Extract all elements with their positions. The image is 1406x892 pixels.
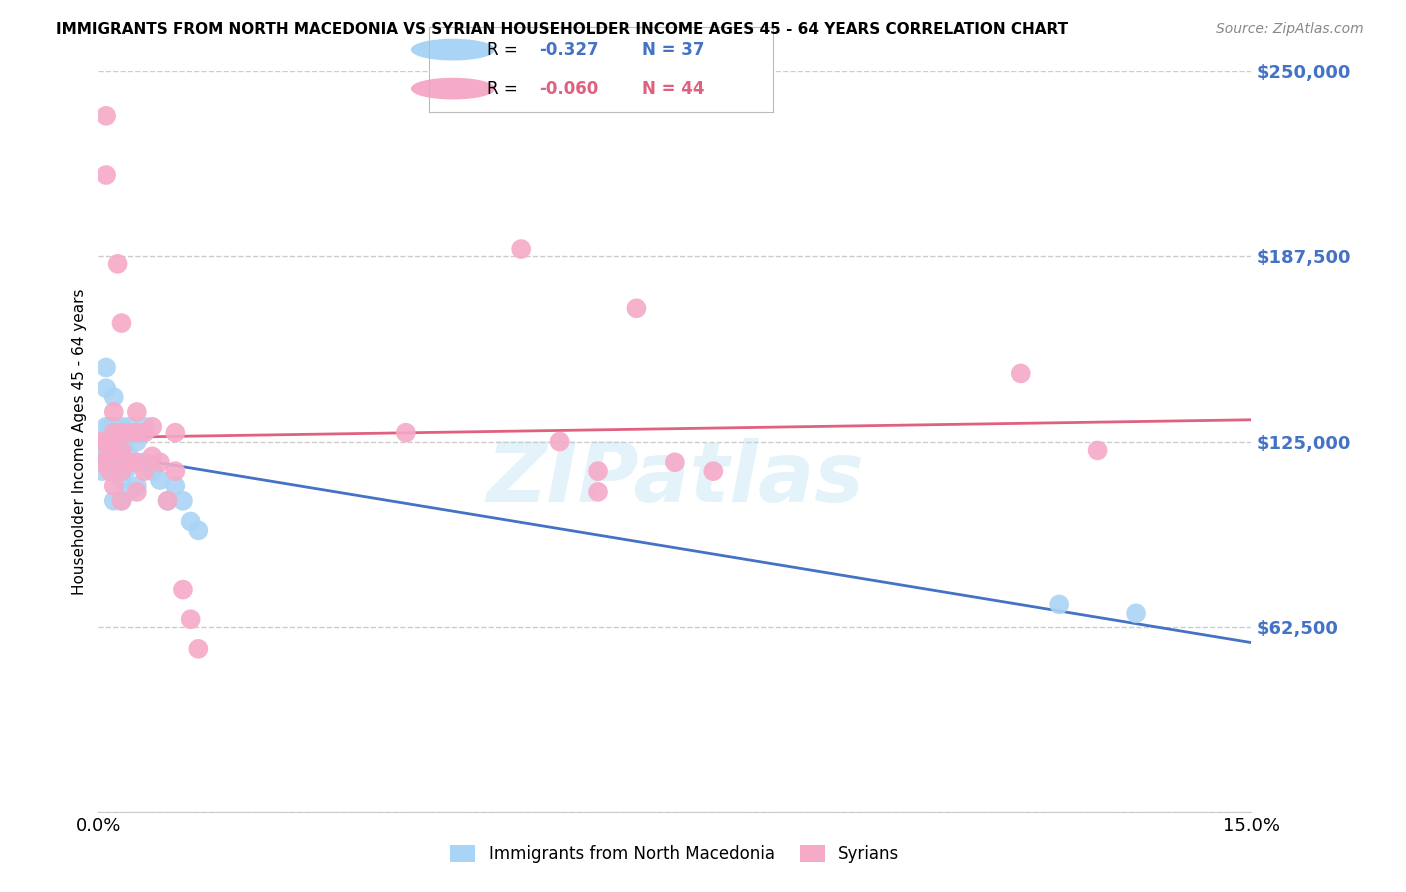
Point <box>110 473 132 487</box>
Point <box>172 493 194 508</box>
Point <box>125 425 148 440</box>
Point <box>110 493 132 508</box>
Point <box>141 419 163 434</box>
Point <box>664 455 686 469</box>
Point <box>180 612 202 626</box>
Point <box>94 360 117 375</box>
Point <box>107 257 129 271</box>
Point <box>125 405 148 419</box>
Point <box>103 419 125 434</box>
Point <box>118 450 141 464</box>
Text: N = 44: N = 44 <box>643 79 704 97</box>
Text: Source: ZipAtlas.com: Source: ZipAtlas.com <box>1216 22 1364 37</box>
Text: -0.327: -0.327 <box>538 41 599 59</box>
Point <box>91 455 114 469</box>
Point <box>149 473 172 487</box>
Point <box>103 464 125 478</box>
Point <box>94 434 117 449</box>
Point <box>165 464 187 478</box>
Point <box>134 419 156 434</box>
Point <box>510 242 533 256</box>
Point <box>134 455 156 469</box>
Point <box>110 419 132 434</box>
Point <box>114 434 136 449</box>
Point <box>110 425 132 440</box>
Point <box>1047 598 1070 612</box>
Point <box>103 434 125 449</box>
Text: ZIPatlas: ZIPatlas <box>486 438 863 519</box>
Point <box>94 450 117 464</box>
Point <box>172 582 194 597</box>
Point <box>94 381 117 395</box>
Point <box>187 641 209 656</box>
Point <box>94 168 117 182</box>
Point <box>94 419 117 434</box>
Point <box>395 425 418 440</box>
Circle shape <box>412 39 495 60</box>
Point <box>103 425 125 440</box>
Point <box>98 419 121 434</box>
Point <box>91 450 114 464</box>
Point <box>1010 367 1032 381</box>
Point <box>586 484 609 499</box>
Point <box>141 464 163 478</box>
Point <box>125 455 148 469</box>
Circle shape <box>412 78 495 99</box>
Point <box>110 464 132 478</box>
Point <box>107 455 129 469</box>
Point <box>91 434 114 449</box>
Text: R =: R = <box>488 41 519 59</box>
Text: -0.060: -0.060 <box>538 79 599 97</box>
Text: R =: R = <box>488 79 519 97</box>
Point <box>1125 607 1147 621</box>
Point <box>103 479 125 493</box>
Point <box>156 493 179 508</box>
Point <box>103 443 125 458</box>
Point <box>156 493 179 508</box>
Text: IMMIGRANTS FROM NORTH MACEDONIA VS SYRIAN HOUSEHOLDER INCOME AGES 45 - 64 YEARS : IMMIGRANTS FROM NORTH MACEDONIA VS SYRIA… <box>56 22 1069 37</box>
Point <box>141 450 163 464</box>
Point <box>118 425 141 440</box>
Point <box>1087 443 1109 458</box>
Point <box>165 425 187 440</box>
Point <box>165 479 187 493</box>
Point <box>118 419 141 434</box>
Point <box>110 450 132 464</box>
Legend: Immigrants from North Macedonia, Syrians: Immigrants from North Macedonia, Syrians <box>444 838 905 870</box>
Point <box>586 464 609 478</box>
Point <box>548 434 571 449</box>
Point <box>125 434 148 449</box>
Point <box>110 443 132 458</box>
Point <box>702 464 724 478</box>
Point <box>626 301 648 316</box>
Point <box>103 493 125 508</box>
Point <box>110 316 132 330</box>
Point <box>118 455 141 469</box>
Point <box>134 464 156 478</box>
Y-axis label: Householder Income Ages 45 - 64 years: Householder Income Ages 45 - 64 years <box>72 288 87 595</box>
Point <box>98 450 121 464</box>
Point <box>103 405 125 419</box>
Point <box>187 524 209 538</box>
Point <box>98 464 121 478</box>
Point <box>125 479 148 493</box>
Point <box>94 109 117 123</box>
Point <box>114 464 136 478</box>
Point <box>98 450 121 464</box>
Point <box>107 434 129 449</box>
Point <box>118 484 141 499</box>
Point <box>110 493 132 508</box>
Point <box>91 464 114 478</box>
Point <box>103 390 125 404</box>
Point <box>180 515 202 529</box>
Point <box>125 484 148 499</box>
Text: N = 37: N = 37 <box>643 41 704 59</box>
Point <box>149 455 172 469</box>
Point <box>134 425 156 440</box>
